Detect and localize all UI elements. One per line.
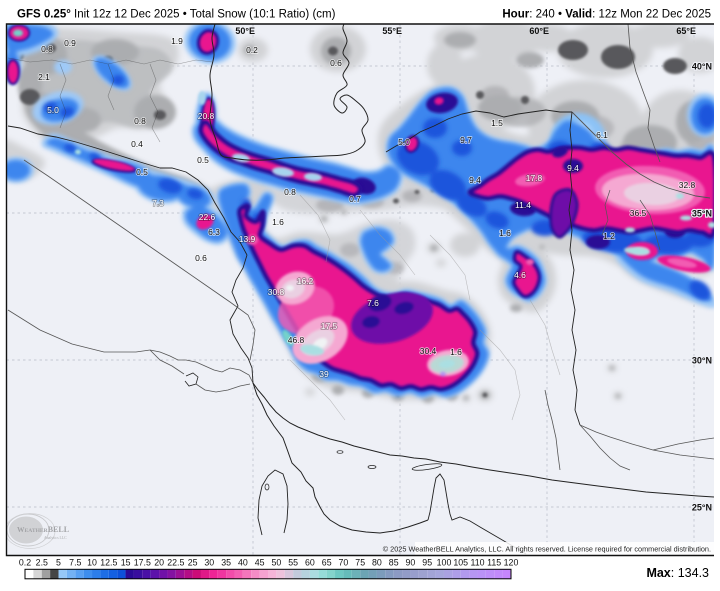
svg-text:WEATHERBELL: WEATHERBELL: [17, 525, 69, 534]
svg-text:13.9: 13.9: [239, 234, 256, 244]
svg-text:0.5: 0.5: [136, 167, 148, 177]
svg-text:5.0: 5.0: [398, 137, 410, 147]
svg-text:11.4: 11.4: [515, 200, 531, 210]
svg-text:39: 39: [319, 369, 329, 379]
svg-text:17.5: 17.5: [134, 558, 151, 568]
svg-text:7.5: 7.5: [69, 558, 81, 568]
svg-text:9.4: 9.4: [469, 175, 481, 185]
svg-text:Max: 134.3: Max: 134.3: [646, 566, 709, 580]
svg-text:1.9: 1.9: [171, 36, 183, 46]
svg-text:0.9: 0.9: [64, 38, 76, 48]
svg-text:75: 75: [355, 558, 365, 568]
svg-text:0.4: 0.4: [131, 139, 143, 149]
svg-text:20: 20: [154, 558, 164, 568]
svg-text:40: 40: [238, 558, 248, 568]
svg-text:5.0: 5.0: [47, 105, 59, 115]
svg-text:25: 25: [188, 558, 198, 568]
svg-text:90: 90: [406, 558, 416, 568]
svg-text:0.8: 0.8: [41, 44, 53, 54]
svg-text:60°E: 60°E: [529, 26, 549, 36]
svg-text:17.5: 17.5: [321, 321, 338, 331]
svg-text:GFS 0.25° Init 12z 12 Dec 2025: GFS 0.25° Init 12z 12 Dec 2025 • Total S…: [17, 9, 336, 21]
svg-text:0.8: 0.8: [284, 187, 296, 197]
svg-text:55: 55: [288, 558, 298, 568]
svg-text:5: 5: [56, 558, 61, 568]
svg-text:20.8: 20.8: [198, 111, 215, 121]
svg-text:6.1: 6.1: [596, 130, 608, 140]
svg-text:15: 15: [121, 558, 131, 568]
svg-text:50°E: 50°E: [235, 26, 255, 36]
svg-text:© 2025 WeatherBELL Analytics,: © 2025 WeatherBELL Analytics, LLC. All r…: [383, 545, 711, 554]
svg-text:2.5: 2.5: [36, 558, 48, 568]
svg-text:25°N: 25°N: [692, 503, 712, 513]
svg-text:80: 80: [372, 558, 382, 568]
svg-text:7.3: 7.3: [152, 198, 164, 208]
svg-text:17.8: 17.8: [526, 173, 543, 183]
svg-text:7.6: 7.6: [367, 298, 379, 308]
svg-text:65: 65: [322, 558, 332, 568]
svg-text:30°N: 30°N: [692, 356, 712, 366]
svg-text:55°E: 55°E: [382, 26, 402, 36]
svg-text:65°E: 65°E: [676, 26, 696, 36]
svg-text:0.2: 0.2: [246, 45, 258, 55]
svg-text:110: 110: [470, 558, 484, 568]
svg-text:35: 35: [221, 558, 231, 568]
svg-text:70: 70: [339, 558, 349, 568]
svg-text:6.3: 6.3: [208, 227, 220, 237]
svg-text:100: 100: [437, 558, 452, 568]
svg-text:22.5: 22.5: [167, 558, 184, 568]
svg-text:105: 105: [453, 558, 468, 568]
svg-text:9.7: 9.7: [460, 135, 472, 145]
svg-text:60: 60: [305, 558, 315, 568]
svg-text:4.6: 4.6: [514, 270, 526, 280]
svg-text:12.5: 12.5: [100, 558, 117, 568]
svg-text:120: 120: [504, 558, 519, 568]
svg-text:0.2: 0.2: [19, 558, 31, 568]
svg-text:2.1: 2.1: [38, 72, 50, 82]
svg-text:95: 95: [422, 558, 432, 568]
svg-text:45: 45: [255, 558, 265, 568]
svg-text:9.4: 9.4: [567, 163, 579, 173]
svg-text:0.6: 0.6: [330, 58, 342, 68]
svg-text:0.6: 0.6: [195, 253, 207, 263]
svg-text:10: 10: [87, 558, 97, 568]
svg-text:50: 50: [272, 558, 282, 568]
svg-text:22.6: 22.6: [199, 212, 216, 222]
svg-text:0.7: 0.7: [349, 194, 361, 204]
svg-text:40°N: 40°N: [692, 62, 712, 72]
svg-text:Hour: 240 • Valid: 12z Mon 22: Hour: 240 • Valid: 12z Mon 22 Dec 2025: [502, 9, 711, 21]
svg-text:30.4: 30.4: [420, 346, 437, 356]
svg-text:30.8: 30.8: [268, 287, 285, 297]
svg-text:46.8: 46.8: [288, 335, 305, 345]
svg-text:1.6: 1.6: [272, 217, 284, 227]
svg-text:32.8: 32.8: [679, 180, 696, 190]
svg-text:1.5: 1.5: [491, 118, 503, 128]
svg-text:115: 115: [487, 558, 501, 568]
svg-text:1.2: 1.2: [603, 231, 615, 241]
svg-text:35°N: 35°N: [692, 209, 712, 219]
svg-text:30: 30: [204, 558, 214, 568]
svg-text:1.6: 1.6: [450, 347, 462, 357]
svg-text:85: 85: [389, 558, 399, 568]
svg-text:Analytics LLC: Analytics LLC: [44, 536, 67, 540]
svg-text:0.5: 0.5: [197, 155, 209, 165]
svg-text:16.2: 16.2: [297, 276, 314, 286]
svg-text:36.5: 36.5: [630, 208, 647, 218]
svg-text:1.6: 1.6: [499, 228, 511, 238]
svg-text:0.8: 0.8: [134, 116, 146, 126]
